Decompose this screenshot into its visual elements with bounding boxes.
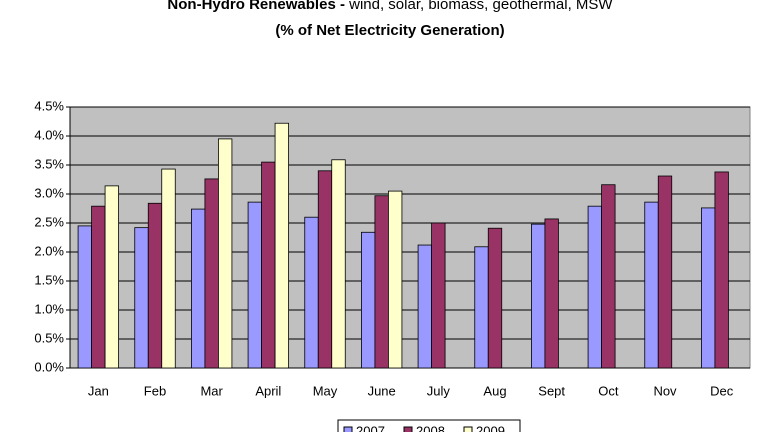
bar bbox=[701, 207, 716, 369]
x-tick-label: June bbox=[368, 383, 396, 398]
bar bbox=[91, 205, 106, 369]
x-tick-label: Oct bbox=[598, 383, 619, 398]
bar bbox=[601, 184, 616, 369]
bar bbox=[161, 168, 176, 369]
bar bbox=[487, 227, 503, 369]
bar bbox=[361, 231, 376, 369]
bar bbox=[431, 222, 446, 369]
chart-title: Non-Hydro Renewables - wind, solar, biom… bbox=[167, 0, 613, 13]
bar bbox=[304, 216, 319, 369]
plot-area bbox=[69, 106, 751, 369]
x-tick-label: Aug bbox=[483, 383, 506, 398]
bar bbox=[274, 122, 289, 369]
x-tick-label: Sept bbox=[538, 383, 565, 398]
bar bbox=[104, 185, 119, 369]
bar bbox=[388, 190, 403, 369]
chart-subtitle: (% of Net Electricity Generation) bbox=[275, 22, 504, 39]
bar bbox=[657, 175, 673, 369]
bar bbox=[77, 225, 92, 369]
y-tick-label: 3.0% bbox=[34, 185, 64, 200]
y-tick-label: 4.0% bbox=[34, 127, 64, 142]
bar bbox=[134, 227, 149, 369]
legend-swatch bbox=[403, 426, 413, 432]
bar bbox=[644, 201, 659, 369]
y-tick-label: 2.5% bbox=[34, 214, 64, 229]
legend-box bbox=[337, 419, 521, 432]
bar bbox=[191, 208, 206, 369]
bar bbox=[204, 178, 219, 369]
bar bbox=[247, 201, 262, 369]
y-tick-label: 1.5% bbox=[34, 272, 64, 287]
x-tick-label: Feb bbox=[144, 383, 166, 398]
bar bbox=[374, 195, 389, 369]
bar bbox=[587, 205, 602, 369]
title-detail: wind, solar, biomass, geothermal, MSW bbox=[348, 0, 613, 13]
bar bbox=[417, 244, 432, 369]
y-tick-label: 4.5% bbox=[34, 98, 64, 113]
x-tick-label: May bbox=[313, 383, 338, 398]
y-tick-label: 0.0% bbox=[34, 359, 64, 374]
x-tick-label: Jan bbox=[88, 383, 109, 398]
y-tick-label: 3.5% bbox=[34, 156, 64, 171]
legend-label: 2008 bbox=[416, 423, 445, 432]
x-tick-label: Nov bbox=[653, 383, 677, 398]
y-tick-label: 0.5% bbox=[34, 330, 64, 345]
x-tick-label: April bbox=[255, 383, 281, 398]
legend-swatch bbox=[343, 426, 353, 432]
legend-label: 2009 bbox=[476, 423, 505, 432]
bar bbox=[147, 202, 163, 369]
bar bbox=[261, 161, 276, 369]
bar bbox=[218, 138, 233, 369]
bar bbox=[331, 159, 346, 369]
y-tick-label: 2.0% bbox=[34, 243, 64, 258]
bar bbox=[531, 223, 546, 369]
y-tick-label: 1.0% bbox=[34, 301, 64, 316]
title-main: Non-Hydro Renewables - bbox=[167, 0, 349, 13]
legend-label: 2007 bbox=[356, 423, 385, 432]
x-tick-label: July bbox=[427, 383, 451, 398]
bar bbox=[317, 170, 333, 369]
bar bbox=[474, 246, 489, 369]
x-tick-label: Mar bbox=[200, 383, 223, 398]
bar bbox=[544, 218, 559, 369]
bar bbox=[714, 171, 729, 369]
x-tick-label: Dec bbox=[710, 383, 734, 398]
legend-swatch bbox=[463, 426, 473, 432]
